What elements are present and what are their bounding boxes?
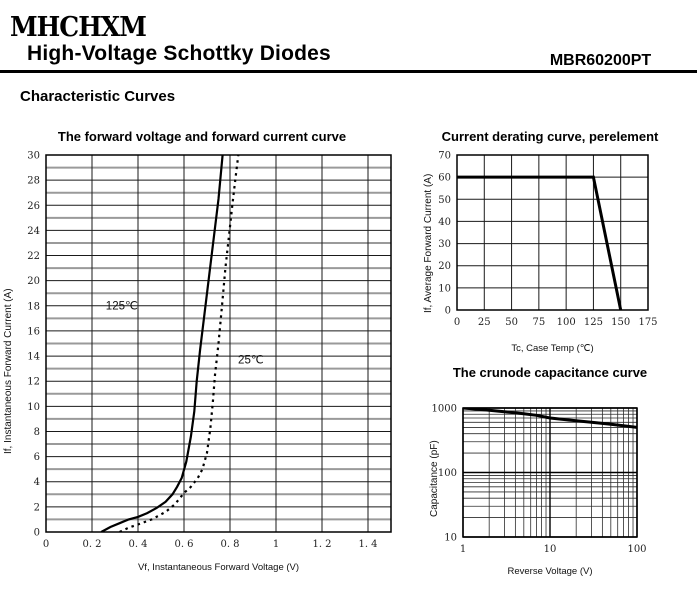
forward-voltage-y-axis-label: If, Instantaneous Forward Current (A) (3, 288, 14, 454)
capacitance-series (463, 408, 637, 429)
current-derating-x-axis-label: Tc, Case Temp (℃) (511, 343, 594, 354)
current-derating-chart: Current derating curve, perelement 0 25 50… (400, 120, 700, 358)
svg-text:1. 4: 1. 4 (358, 539, 377, 550)
svg-text:0: 0 (43, 539, 49, 550)
series-25℃ (119, 155, 240, 532)
svg-text:2: 2 (34, 502, 40, 513)
capacitance-chart-title: The crunode capacitance curve (452, 365, 648, 380)
svg-text:100: 100 (438, 468, 457, 479)
svg-text:100: 100 (627, 544, 646, 555)
capacitance-chart: The crunode capacitance curve 1 10 100 10 10… (400, 358, 700, 596)
svg-text:0: 0 (454, 317, 460, 328)
svg-text:100: 100 (557, 317, 576, 328)
part-number: MBR60200PT (549, 52, 652, 69)
svg-text:28: 28 (27, 176, 40, 187)
svg-text:10: 10 (444, 533, 457, 544)
svg-text:26: 26 (27, 201, 40, 212)
svg-text:60: 60 (438, 173, 451, 184)
svg-text:125: 125 (584, 317, 603, 328)
svg-text:0. 2: 0. 2 (82, 539, 101, 550)
section-title: Characteristic Curves (20, 88, 176, 105)
forward-voltage-chart-canvas: 0 0. 2 0. 4 0. 6 0. 8 1 1. 2 1. 402468101214161… (27, 151, 392, 551)
svg-text:22: 22 (27, 251, 40, 262)
curve-label: 125℃ (106, 301, 138, 313)
current-derating-chart-canvas: 0 25 50 75 100 125 150 175 0 10 20 30 40 50 60 70 (438, 151, 657, 329)
svg-text:20: 20 (438, 261, 451, 272)
svg-text:50: 50 (505, 317, 518, 328)
svg-text:1. 2: 1. 2 (312, 539, 331, 550)
svg-text:16: 16 (27, 326, 40, 337)
fv-curve-grid (45, 154, 391, 533)
capacitance-x-axis-label: Reverse Voltage (V) (507, 566, 593, 577)
capacitance-plot-border (462, 407, 638, 538)
svg-text:0. 6: 0. 6 (174, 539, 193, 550)
forward-voltage-chart: The forward voltage and forward current … (0, 120, 400, 596)
curve-label: 25℃ (238, 355, 264, 367)
svg-text:1000: 1000 (432, 404, 457, 415)
svg-text:75: 75 (532, 317, 545, 328)
svg-text:0. 4: 0. 4 (128, 539, 147, 550)
series-derating (457, 175, 623, 310)
svg-text:24: 24 (27, 226, 40, 237)
forward-voltage-x-axis-label: Vf, Instantaneous Forward Voltage (V) (137, 562, 300, 573)
fv-curve-tick-labels: 0 0. 2 0. 4 0. 6 0. 8 1 1. 2 1. 402468101214161… (27, 151, 377, 551)
capacitance-grid (462, 407, 638, 538)
svg-text:8: 8 (34, 427, 40, 438)
svg-text:6: 6 (34, 452, 40, 463)
svg-text:150: 150 (611, 317, 630, 328)
current-derating-chart-title: Current derating curve, perelement (441, 129, 659, 144)
svg-text:1: 1 (273, 539, 279, 550)
svg-text:4: 4 (34, 477, 40, 488)
series-125℃ (100, 155, 224, 532)
svg-text:50: 50 (438, 195, 451, 206)
svg-text:12: 12 (27, 377, 40, 388)
svg-text:0. 8: 0. 8 (220, 539, 239, 550)
capacitance-y-axis-label: Capacitance (pF) (429, 440, 440, 517)
svg-text:14: 14 (27, 352, 40, 363)
brand-logo: MHCHXM (10, 11, 147, 43)
derating-plot-border (456, 154, 649, 311)
derating-tick-labels: 0 25 50 75 100 125 150 175 0 10 20 30 40 50 60 70 (438, 151, 657, 329)
fv-curve-series (100, 155, 240, 532)
svg-text:0: 0 (445, 306, 451, 317)
header-divider (0, 70, 697, 73)
page-title: High-Voltage Schottky Diodes (27, 42, 331, 65)
svg-text:40: 40 (438, 217, 451, 228)
fv-curve-plot-border (45, 154, 392, 533)
svg-text:10: 10 (544, 544, 557, 555)
svg-text:10: 10 (438, 283, 451, 294)
svg-text:1: 1 (460, 544, 466, 555)
svg-text:175: 175 (638, 317, 657, 328)
series-capacitance (463, 408, 637, 429)
current-derating-y-axis-label: If, Average Forward Current (A) (423, 173, 434, 313)
svg-text:0: 0 (34, 528, 40, 539)
derating-series (457, 175, 623, 310)
forward-voltage-chart-title: The forward voltage and forward current … (57, 129, 347, 144)
svg-text:30: 30 (438, 239, 451, 250)
svg-text:70: 70 (438, 151, 451, 162)
svg-text:10: 10 (27, 402, 40, 413)
svg-text:20: 20 (27, 276, 40, 287)
svg-text:25: 25 (478, 317, 491, 328)
svg-text:30: 30 (27, 151, 40, 162)
svg-text:18: 18 (27, 301, 40, 312)
